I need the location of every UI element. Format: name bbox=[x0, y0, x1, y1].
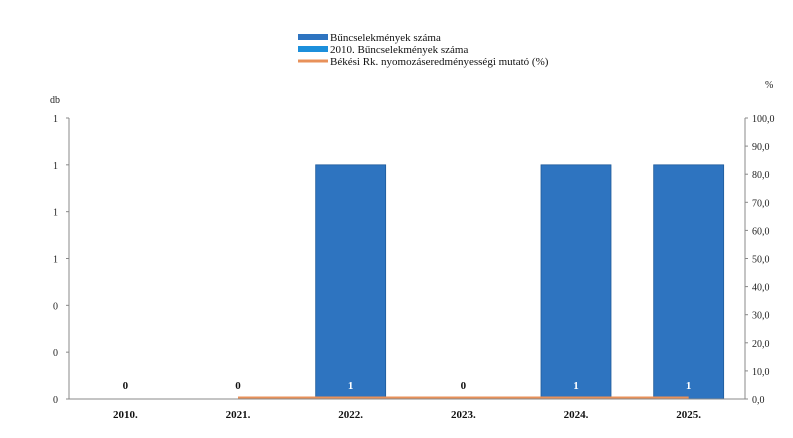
right-axis-tick-label: 80,0 bbox=[752, 170, 770, 181]
legend-swatch-bar bbox=[298, 34, 328, 40]
right-axis-tick-label: 70,0 bbox=[752, 198, 770, 209]
left-axis-tick-label: 1 bbox=[53, 114, 58, 125]
legend-label: Bűncselekmények száma bbox=[330, 32, 441, 44]
x-axis-tick-label: 2023. bbox=[451, 409, 476, 421]
bar-data-label: 0 bbox=[123, 380, 129, 392]
left-axis-tick-label: 1 bbox=[53, 208, 58, 219]
bar-data-label: 1 bbox=[686, 380, 692, 392]
left-axis-unit: db bbox=[50, 95, 60, 106]
legend-item: Békési Rk. nyomozáseredményességi mutató… bbox=[298, 56, 549, 68]
bar bbox=[315, 164, 387, 400]
x-axis-tick-label: 2021. bbox=[226, 409, 251, 421]
bars: 0 0 1 0 1 1 bbox=[123, 164, 725, 400]
bar-data-label: 1 bbox=[348, 380, 354, 392]
right-axis-tick-label: 100,0 bbox=[752, 114, 775, 125]
x-axis-tick-label: 2024. bbox=[564, 409, 589, 421]
right-axis-tick-label: 90,0 bbox=[752, 142, 770, 153]
right-axis: % 0,0 10,0 20,0 30,0 40,0 50,0 60,0 70,0 80,0 90,0… bbox=[744, 80, 775, 406]
bar bbox=[653, 164, 725, 400]
right-axis-unit: % bbox=[765, 80, 773, 91]
right-axis-tick-label: 20,0 bbox=[752, 339, 770, 350]
right-axis-tick-label: 0,0 bbox=[752, 395, 765, 406]
x-axis-tick-label: 2022. bbox=[338, 409, 363, 421]
left-axis-tick-label: 0 bbox=[53, 301, 58, 312]
left-axis: db 0 0 0 1 1 1 1 bbox=[50, 95, 70, 406]
right-axis-tick-label: 40,0 bbox=[752, 283, 770, 294]
x-axis-tick-label: 2010. bbox=[113, 409, 138, 421]
left-axis-tick-label: 1 bbox=[53, 255, 58, 266]
left-axis-tick-label: 0 bbox=[53, 395, 58, 406]
bar-data-label: 0 bbox=[235, 380, 241, 392]
right-axis-tick-label: 60,0 bbox=[752, 226, 770, 237]
left-axis-tick-label: 1 bbox=[53, 161, 58, 172]
left-axis-tick-label: 0 bbox=[53, 348, 58, 359]
legend-item: 2010. Bűncselekmények száma bbox=[298, 44, 468, 56]
bar-data-label: 1 bbox=[573, 380, 579, 392]
legend-label: 2010. Bűncselekmények száma bbox=[330, 44, 468, 56]
bar-data-label: 0 bbox=[461, 380, 467, 392]
right-axis-tick-label: 30,0 bbox=[752, 311, 770, 322]
legend-label: Békési Rk. nyomozáseredményességi mutató… bbox=[330, 56, 549, 68]
x-axis: 2010. 2021. 2022. 2023. 2024. 2025. bbox=[69, 398, 745, 421]
right-axis-tick-label: 50,0 bbox=[752, 255, 770, 266]
bar bbox=[540, 164, 612, 400]
legend-item: Bűncselekmények száma bbox=[298, 32, 441, 44]
right-axis-tick-label: 10,0 bbox=[752, 367, 770, 378]
x-axis-tick-label: 2025. bbox=[676, 409, 701, 421]
legend-swatch-bar bbox=[298, 46, 328, 52]
